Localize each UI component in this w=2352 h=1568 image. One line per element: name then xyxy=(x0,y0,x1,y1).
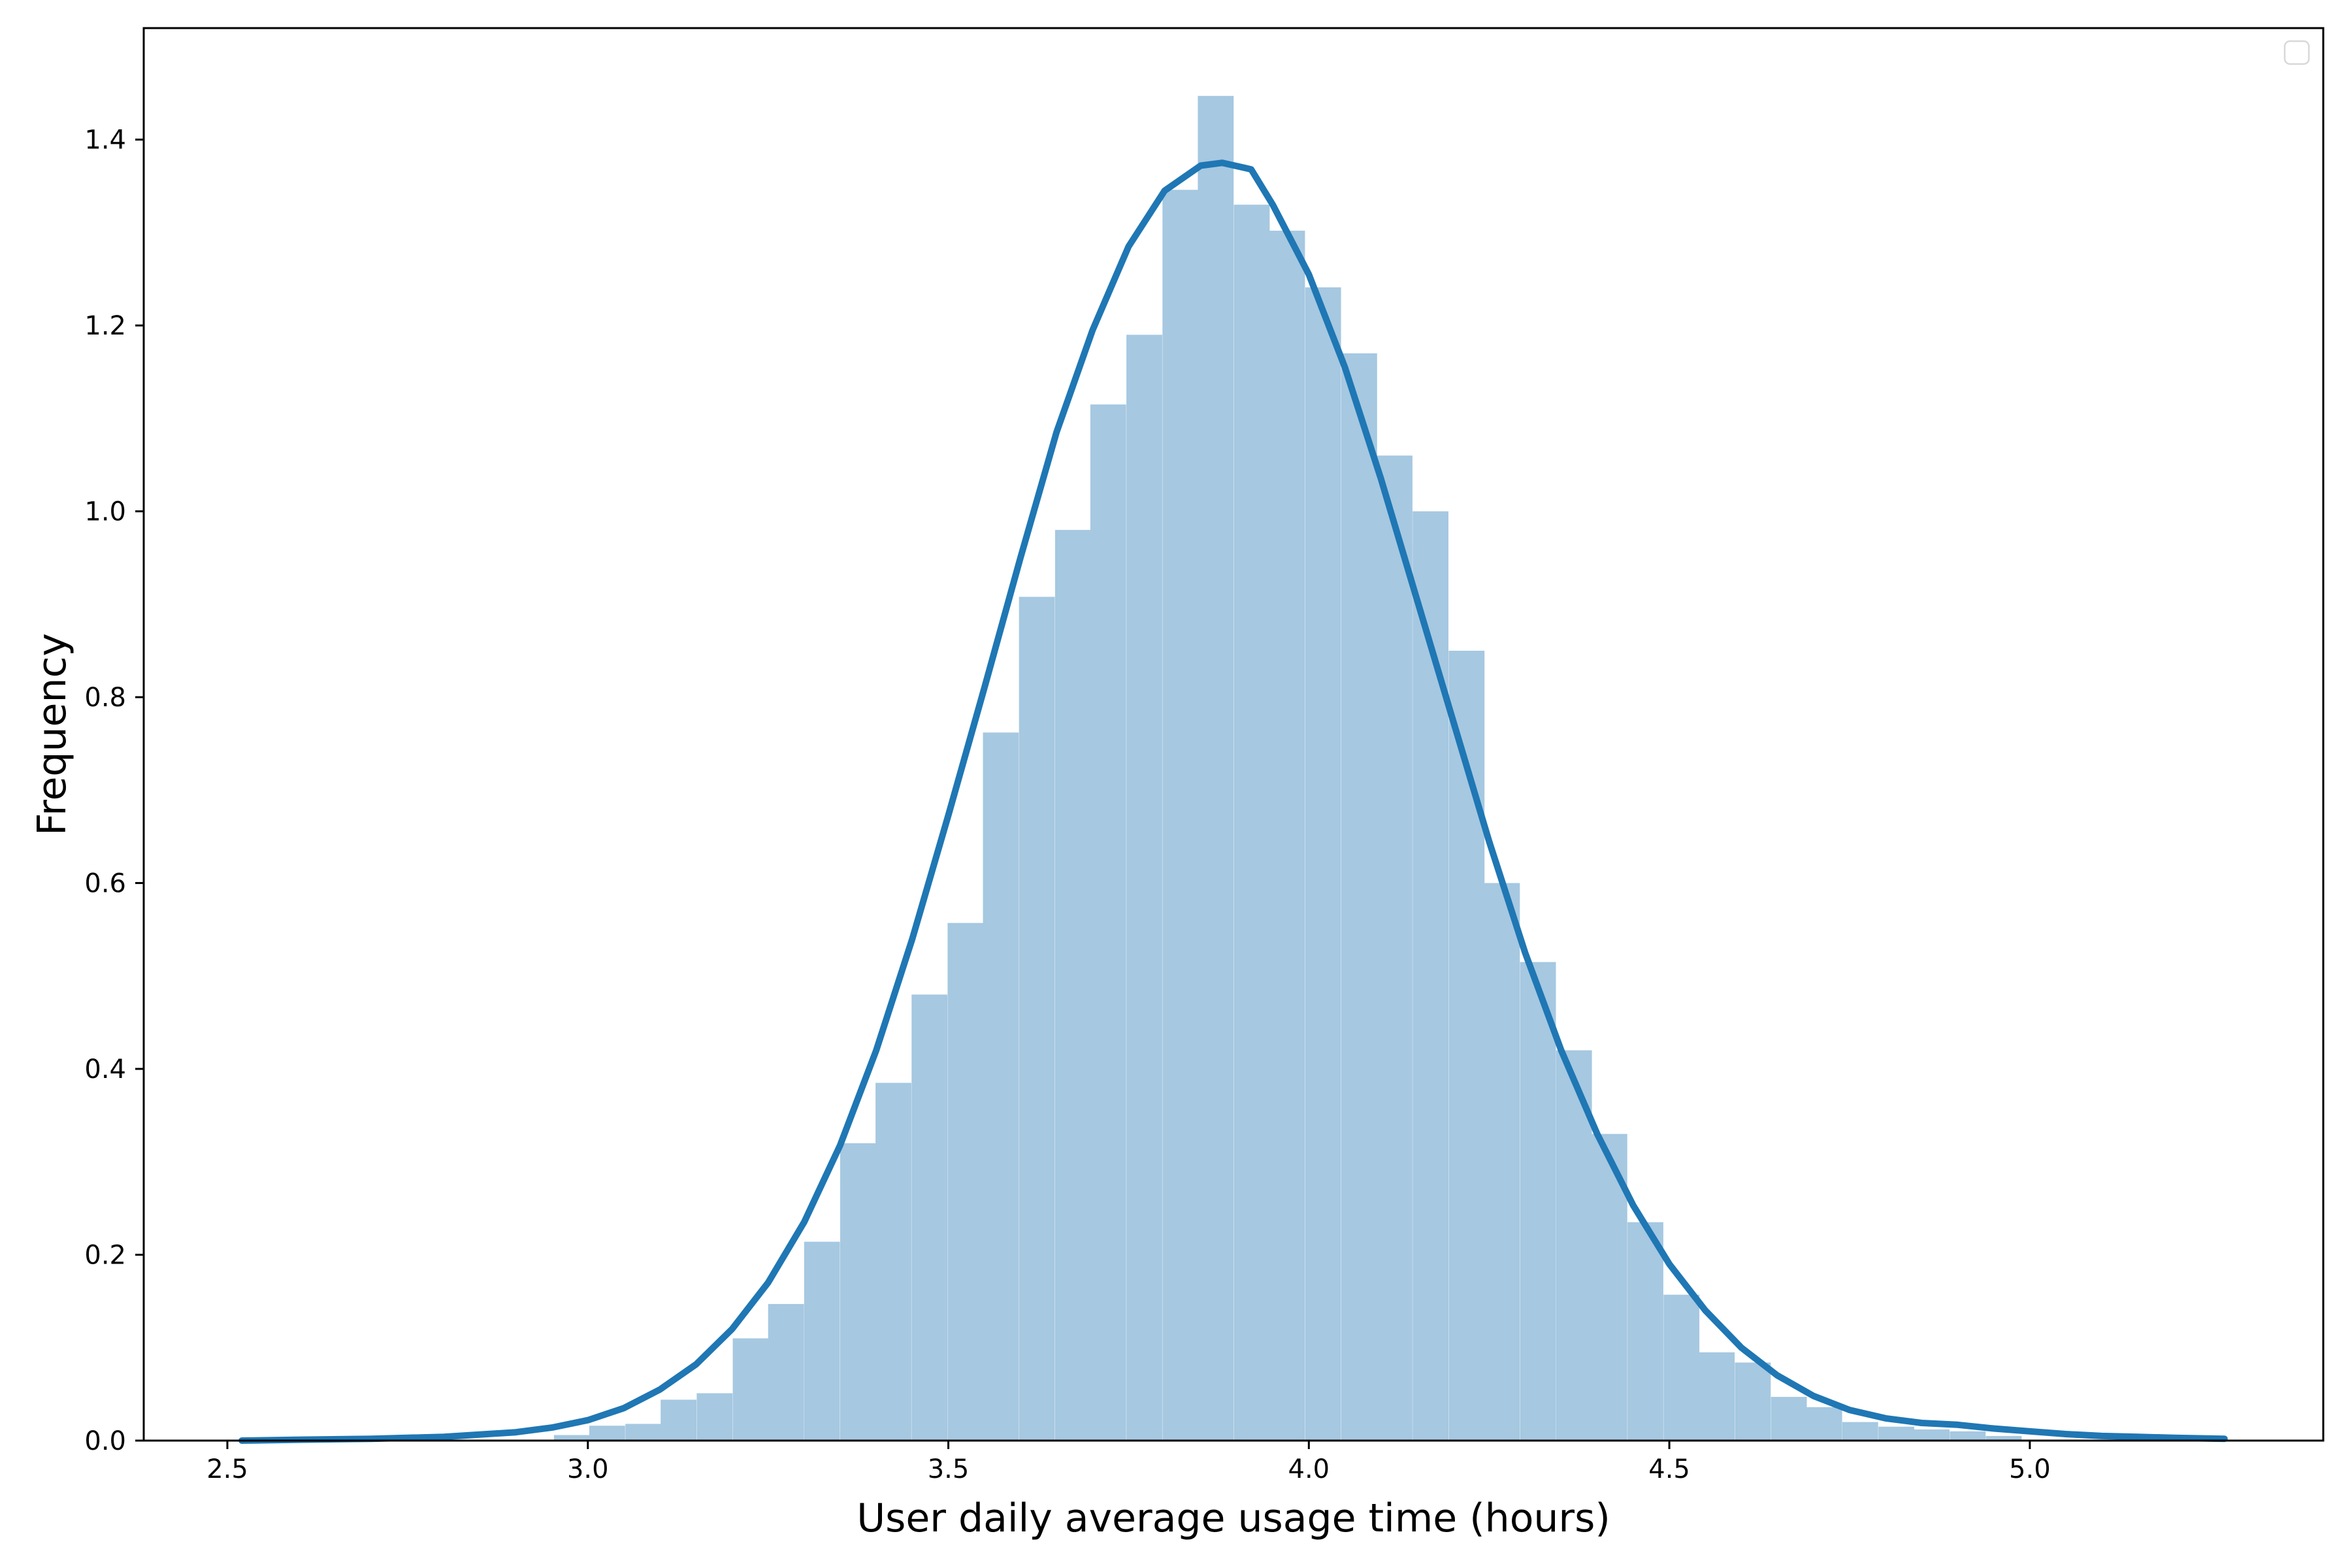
histogram-bar xyxy=(1448,651,1485,1441)
axes-spines xyxy=(142,27,2325,1442)
y-tick-label: 0.4 xyxy=(84,1054,126,1085)
x-tick-labels: 2.5 3.0 3.5 4.0 4.5 5.0 xyxy=(206,1454,2050,1484)
histogram-bar xyxy=(1627,1222,1663,1441)
histogram-bar xyxy=(553,1435,590,1441)
histogram-bar xyxy=(1985,1435,2022,1441)
kde-curve xyxy=(238,159,2228,1444)
histogram-bar xyxy=(804,1241,840,1441)
x-tick-label: 4.5 xyxy=(1648,1454,1690,1484)
histogram-bar xyxy=(1019,596,1055,1441)
histogram-bar xyxy=(1054,530,1091,1441)
x-tick-label: 5.0 xyxy=(2009,1454,2051,1484)
histogram-bar xyxy=(1341,353,1377,1441)
histogram-bar xyxy=(696,1393,733,1441)
x-tick-label: 2.5 xyxy=(206,1454,248,1484)
histogram-bar xyxy=(1126,335,1162,1441)
y-tick-label: 0.2 xyxy=(84,1241,126,1271)
y-axis-label: Frequency xyxy=(29,633,75,836)
histogram-bar xyxy=(1233,204,1270,1441)
histogram-bar xyxy=(983,732,1019,1441)
histogram-bar xyxy=(875,1083,911,1441)
axes-frame xyxy=(142,27,2325,1442)
histogram-bar xyxy=(1878,1426,1914,1441)
x-tick-label: 4.0 xyxy=(1288,1454,1330,1484)
histogram-bar xyxy=(661,1399,696,1441)
y-tick-label: 0.8 xyxy=(84,683,126,713)
histogram-bar xyxy=(1699,1352,1735,1441)
histogram-bar xyxy=(1269,231,1305,1441)
y-tick-label: 1.0 xyxy=(84,497,126,527)
histogram-bar xyxy=(1735,1362,1771,1441)
y-tick-label: 0.6 xyxy=(84,869,126,899)
histogram-bar xyxy=(1914,1429,1950,1441)
histogram-bar xyxy=(840,1143,876,1441)
histogram-bar xyxy=(1413,511,1448,1441)
histogram-bar xyxy=(1771,1397,1807,1441)
histogram-bar xyxy=(1950,1431,1986,1441)
histogram-bars xyxy=(553,95,2022,1441)
y-tick-label: 0.0 xyxy=(84,1426,126,1456)
histogram-bar xyxy=(732,1338,769,1441)
histogram-bar xyxy=(589,1426,625,1441)
x-tick-label: 3.0 xyxy=(567,1454,609,1484)
histogram-bar xyxy=(947,923,984,1441)
y-tick-label: 1.2 xyxy=(84,311,126,341)
histogram-bar xyxy=(1198,95,1234,1441)
histogram-bar xyxy=(625,1424,661,1441)
histogram-bar xyxy=(1520,962,1556,1441)
histogram-bar xyxy=(1806,1407,1842,1441)
histogram-bar xyxy=(1305,287,1341,1441)
histogram-bar xyxy=(1842,1422,1878,1441)
y-tick-labels: 0.0 0.2 0.4 0.6 0.8 1.0 1.2 1.4 xyxy=(84,125,126,1456)
histogram-bar xyxy=(1484,883,1520,1441)
histogram-bar xyxy=(1663,1294,1700,1441)
histogram-bar xyxy=(1090,404,1126,1441)
histogram-bar xyxy=(768,1303,804,1441)
y-tick-label: 1.4 xyxy=(84,125,126,155)
histogram-bar xyxy=(911,994,948,1441)
histogram-bar xyxy=(1377,455,1413,1441)
x-axis-label: User daily average usage time (hours) xyxy=(857,1495,1610,1541)
histogram-bar xyxy=(1162,189,1199,1441)
axis-tick-marks xyxy=(135,139,2031,1449)
legend-box xyxy=(2283,40,2310,65)
x-tick-label: 3.5 xyxy=(928,1454,970,1484)
